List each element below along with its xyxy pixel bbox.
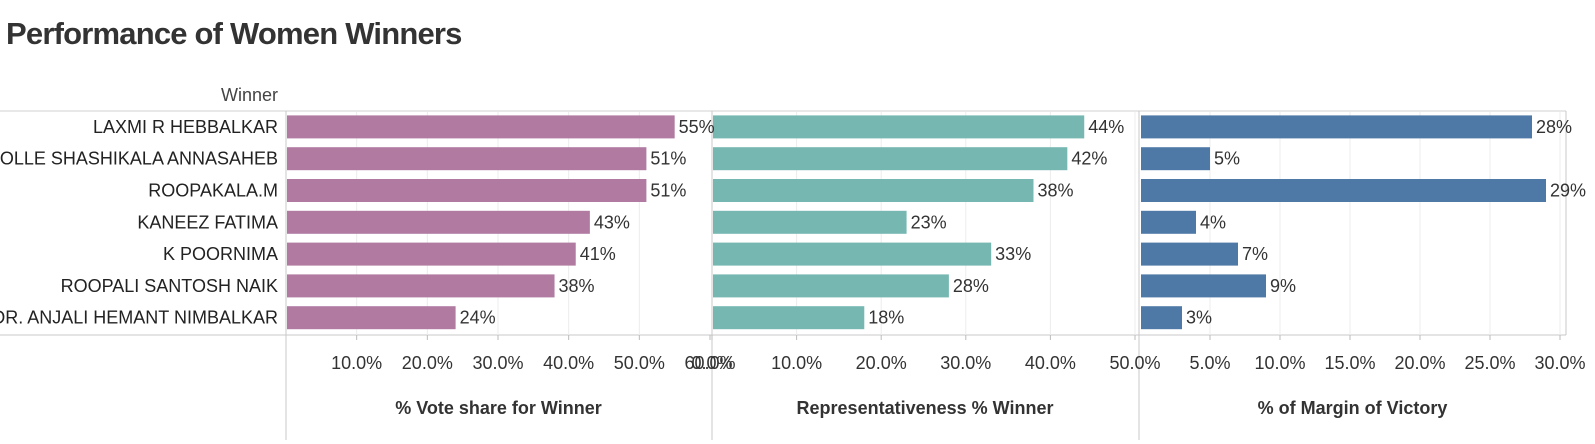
bar — [1141, 210, 1196, 234]
tick-label: 10.0% — [331, 353, 382, 373]
tick-label: 5.0% — [1189, 353, 1230, 373]
bar — [713, 274, 949, 298]
bars — [287, 115, 1546, 330]
tick-label: 20.0% — [856, 353, 907, 373]
axis-title-3: % of Margin of Victory — [1258, 398, 1448, 418]
row-label: K POORNIMA — [163, 244, 278, 264]
data-label: 23% — [911, 212, 947, 232]
data-label: 51% — [650, 149, 686, 169]
tick-label: 30.0% — [940, 353, 991, 373]
data-label: 55% — [679, 117, 715, 137]
row-label: ROOPALI SANTOSH NAIK — [61, 276, 278, 296]
data-label: 9% — [1270, 276, 1296, 296]
data-label: 28% — [1536, 117, 1572, 137]
data-label: 33% — [995, 244, 1031, 264]
data-label: 44% — [1088, 117, 1124, 137]
labels: Winner LAXMI R HEBBALKAR JOLLE SHASHIKALA … — [0, 85, 1586, 418]
bar — [1141, 115, 1532, 139]
axis-title-2: Representativeness % Winner — [797, 398, 1054, 418]
tick-label: 0.0% — [691, 353, 732, 373]
row-label: DR. ANJALI HEMANT NIMBALKAR — [0, 308, 278, 328]
axis-title-1: % Vote share for Winner — [395, 398, 602, 418]
bar — [713, 242, 992, 266]
tick-label: 10.0% — [771, 353, 822, 373]
data-label: 28% — [953, 276, 989, 296]
tick-label: 30.0% — [472, 353, 523, 373]
bar — [1141, 306, 1182, 330]
data-label: 3% — [1186, 308, 1212, 328]
chart-frame — [0, 110, 1567, 440]
data-label: 18% — [868, 308, 904, 328]
page-title: Performance of Women Winners — [6, 16, 462, 51]
bar — [287, 242, 576, 266]
tick-label: 20.0% — [402, 353, 453, 373]
data-label: 7% — [1242, 244, 1268, 264]
data-label: 5% — [1214, 149, 1240, 169]
row-label: KANEEZ FATIMA — [137, 212, 278, 232]
row-label: JOLLE SHASHIKALA ANNASAHEB — [0, 149, 278, 169]
bar — [713, 210, 907, 234]
data-label: 43% — [594, 212, 630, 232]
bar — [287, 274, 555, 298]
bar — [713, 115, 1085, 139]
data-label: 38% — [559, 276, 595, 296]
tick-label: 50.0% — [614, 353, 665, 373]
tick-label: 40.0% — [543, 353, 594, 373]
data-label: 24% — [460, 308, 496, 328]
row-label: LAXMI R HEBBALKAR — [93, 117, 278, 137]
bar — [1141, 147, 1210, 171]
bar — [713, 179, 1034, 202]
data-label: 4% — [1200, 212, 1226, 232]
tick-label: 30.0% — [1534, 353, 1585, 373]
tick-label: 10.0% — [1254, 353, 1305, 373]
data-label: 41% — [580, 244, 616, 264]
row-header: Winner — [221, 85, 278, 105]
tick-label: 40.0% — [1025, 353, 1076, 373]
tick-label: 15.0% — [1324, 353, 1375, 373]
tick-label: 50.0% — [1109, 353, 1160, 373]
bar — [1141, 242, 1238, 266]
data-label: 38% — [1037, 181, 1073, 201]
bar — [287, 179, 647, 202]
tick-label: 60.0% — [684, 353, 735, 373]
tick-label: 25.0% — [1464, 353, 1515, 373]
bar — [713, 306, 865, 330]
row-label: ROOPAKALA.M — [148, 181, 278, 201]
tick-label: 20.0% — [1394, 353, 1445, 373]
data-label: 42% — [1071, 149, 1107, 169]
bar — [287, 210, 590, 234]
bar — [287, 115, 675, 139]
data-label: 51% — [650, 181, 686, 201]
data-label: 29% — [1550, 181, 1586, 201]
bar — [1141, 179, 1546, 202]
bar — [287, 147, 647, 171]
bar — [1141, 274, 1266, 298]
bar — [287, 306, 456, 330]
bar — [713, 147, 1068, 171]
